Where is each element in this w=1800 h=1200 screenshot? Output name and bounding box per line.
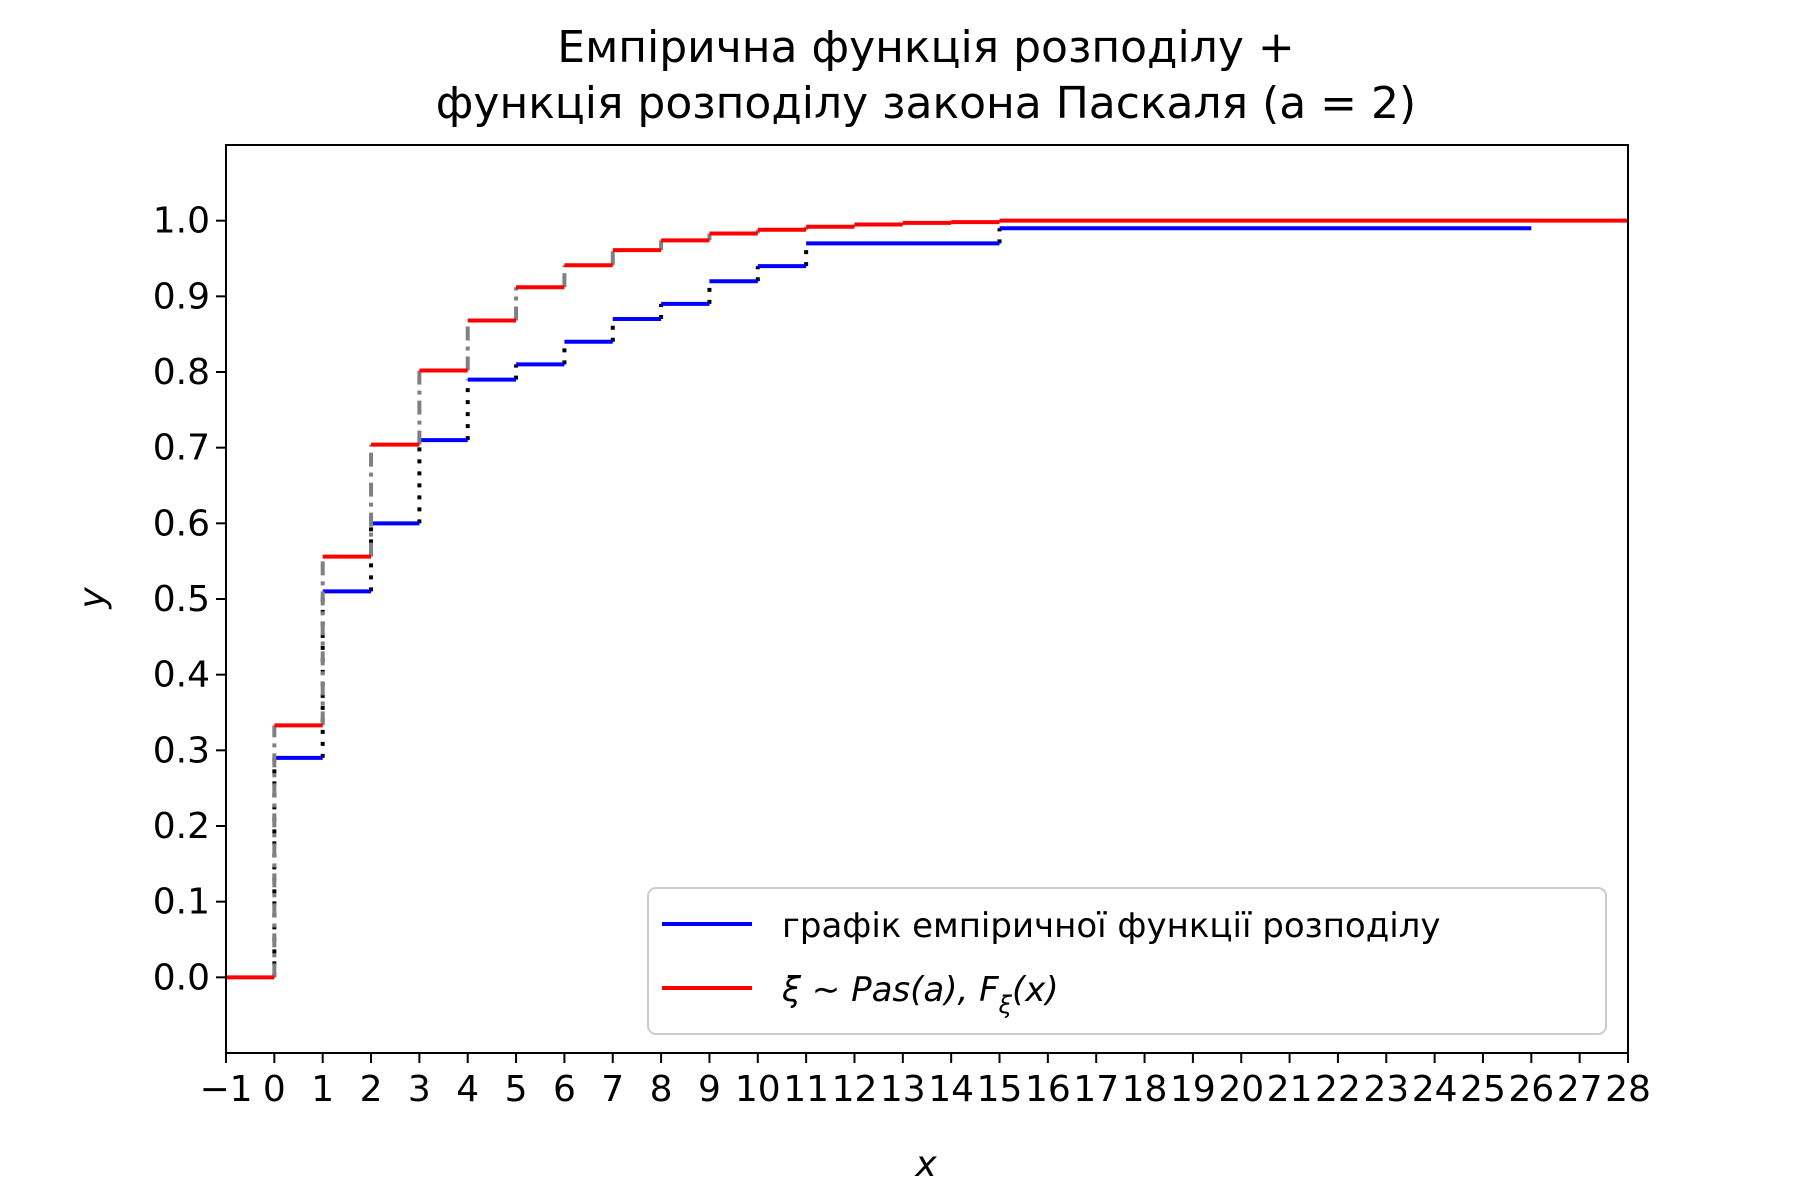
x-tick-label-14: 13: [880, 1069, 926, 1110]
x-tick-label-8: 7: [601, 1069, 624, 1110]
y-tick-label-8: 0.8: [153, 352, 210, 393]
x-tick-label-23: 22: [1315, 1069, 1361, 1110]
chart-title-line-1: Емпірична функція розподілу +: [557, 22, 1294, 73]
y-tick-label-2: 0.2: [153, 806, 210, 847]
x-tick-label-16: 15: [977, 1069, 1023, 1110]
legend-box: [647, 887, 1607, 1035]
y-tick-label-3: 0.3: [153, 730, 210, 771]
x-tick-label-20: 19: [1170, 1069, 1216, 1110]
y-tick-label-0: 0.0: [153, 957, 210, 998]
x-tick-label-13: 12: [832, 1069, 878, 1110]
y-tick-label-5: 0.5: [153, 579, 210, 620]
legend-label-empirical: графік емпіричної функції розподілу: [782, 906, 1441, 946]
y-tick-label-7: 0.7: [153, 428, 210, 469]
x-tick-label-10: 9: [698, 1069, 721, 1110]
x-tick-label-5: 4: [456, 1069, 479, 1110]
x-tick-label-22: 21: [1267, 1069, 1313, 1110]
x-tick-label-12: 11: [783, 1069, 829, 1110]
x-tick-label-15: 14: [928, 1069, 974, 1110]
y-axis-label: y: [72, 587, 113, 610]
x-tick-label-24: 23: [1363, 1069, 1409, 1110]
legend-label-pascal-tail: (x): [1012, 970, 1059, 1010]
plot-area: [226, 218, 1628, 980]
chart-title-line-2: функція розподілу закона Паскаля (a = 2): [436, 78, 1416, 129]
x-tick-label-9: 8: [650, 1069, 673, 1110]
x-tick-label-6: 5: [505, 1069, 528, 1110]
x-tick-label-29: 28: [1605, 1069, 1651, 1110]
x-axis-label: x: [914, 1144, 937, 1185]
x-tick-label-0: −1: [199, 1069, 252, 1110]
x-tick-label-3: 2: [360, 1069, 383, 1110]
x-tick-label-17: 16: [1025, 1069, 1071, 1110]
x-tick-label-28: 27: [1557, 1069, 1603, 1110]
axes: 0.00.10.20.30.40.50.60.70.80.91.0−1 0 1 2 3 4…: [153, 144, 1651, 1110]
chart-title: Емпірична функція розподілу + функція ро…: [436, 22, 1416, 129]
legend: графік емпіричної функції розподілу ξ ∼ …: [647, 887, 1607, 1035]
series-pascal: [226, 218, 1628, 980]
legend-label-pascal: ξ ∼ Pas(a), Fξ(x): [781, 970, 1059, 1019]
y-tick-label-10: 1.0: [153, 201, 210, 242]
series-group: [226, 218, 1628, 980]
y-tick-label-1: 0.1: [153, 882, 210, 923]
x-tick-label-18: 17: [1073, 1069, 1119, 1110]
x-tick-label-21: 20: [1218, 1069, 1264, 1110]
x-tick-label-7: 6: [553, 1069, 576, 1110]
x-tick-label-11: 10: [735, 1069, 781, 1110]
x-tick-label-25: 24: [1412, 1069, 1458, 1110]
x-tick-label-27: 26: [1508, 1069, 1554, 1110]
y-tick-label-9: 0.9: [153, 276, 210, 317]
legend-label-pascal-subscript: ξ: [998, 991, 1013, 1019]
y-tick-label-4: 0.4: [153, 655, 210, 696]
x-tick-label-26: 25: [1460, 1069, 1506, 1110]
x-tick-label-1: 0: [263, 1069, 286, 1110]
x-tick-label-4: 3: [408, 1069, 431, 1110]
y-tick-label-6: 0.6: [153, 503, 210, 544]
series-empirical: [272, 226, 1532, 978]
legend-label-pascal-main: ξ ∼ Pas(a), F: [781, 970, 999, 1010]
x-tick-label-19: 18: [1122, 1069, 1168, 1110]
x-tick-label-2: 1: [311, 1069, 334, 1110]
